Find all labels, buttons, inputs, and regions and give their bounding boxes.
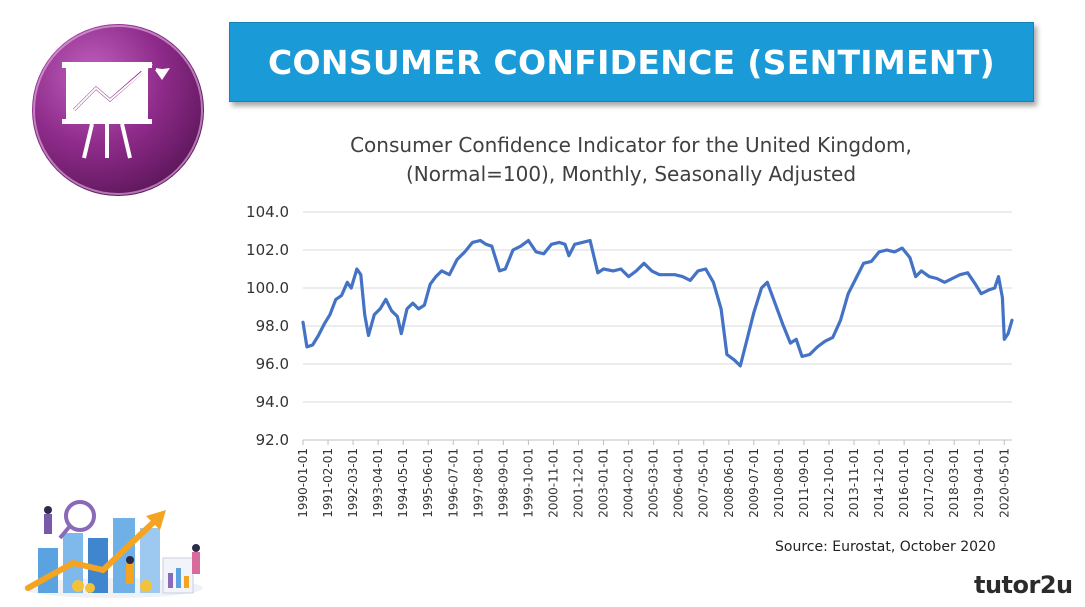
y-tick-label: 98.0 [256,317,289,335]
x-tick-label: 2016-01-01 [897,448,911,518]
x-tick-label: 1992-03-01 [346,448,360,518]
x-tick-label: 2008-06-01 [722,448,736,518]
banner-title: CONSUMER CONFIDENCE (SENTIMENT) [268,42,995,82]
x-tick-label: 1997-08-01 [471,448,485,518]
line-chart: 92.0 94.0 96.0 98.0 100.0 102.0 104.0 1990-01-… [246,203,1014,518]
x-tick-label: 1998-09-01 [496,448,510,518]
x-tick-label: 2018-03-01 [947,448,961,518]
x-tick-label: 2009-07-01 [747,448,761,518]
y-tick-label: 102.0 [246,241,289,259]
x-tick-label: 2012-10-01 [822,448,836,518]
x-tick-label: 2007-05-01 [697,448,711,518]
gridlines [303,211,1012,441]
x-tick-label: 2003-01-01 [597,448,611,518]
presentation-chart-icon [32,24,204,196]
x-tick-label: 2020-05-01 [997,448,1011,518]
y-tick-label: 94.0 [256,393,289,411]
source-note: Source: Eurostat, October 2020 [775,539,996,555]
x-tick-label: 1993-04-01 [371,448,385,518]
x-tick-label: 1995-06-01 [421,448,435,518]
x-tick-label: 2005-03-01 [647,448,661,518]
chart-title-line-1: Consumer Confidence Indicator for the Un… [350,133,912,157]
x-tick-label: 2014-12-01 [872,448,886,518]
x-tick-label: 2001-12-01 [572,448,586,518]
brand-logo: tutor2u [974,571,1073,599]
x-tick-label: 1994-05-01 [396,448,410,518]
chart-title: Consumer Confidence Indicator for the Un… [296,131,966,189]
y-axis-ticks: 92.0 94.0 96.0 98.0 100.0 102.0 104.0 [246,203,289,449]
x-tick-label: 2004-02-01 [622,448,636,518]
y-tick-label: 96.0 [256,355,289,373]
chart-title-line-2: (Normal=100), Monthly, Seasonally Adjust… [405,162,857,186]
title-banner: CONSUMER CONFIDENCE (SENTIMENT) [229,22,1034,102]
x-tick-label: 2013-11-01 [847,448,861,518]
y-tick-label: 100.0 [246,279,289,297]
x-axis-ticks: 1990-01-01 1991-02-01 1992-03-01 1993-04-01… [296,440,1011,518]
x-tick-label: 1991-02-01 [321,448,335,518]
x-tick-label: 1999-10-01 [521,448,535,518]
y-tick-label: 92.0 [256,431,289,449]
x-tick-label: 2000-11-01 [546,448,560,518]
x-tick-label: 2010-08-01 [772,448,786,518]
x-tick-label: 2011-09-01 [797,448,811,518]
series-line [301,238,1014,368]
x-tick-label: 2019-04-01 [972,448,986,518]
business-growth-illustration [23,500,203,598]
x-tick-label: 2006-04-01 [672,448,686,518]
x-tick-label: 1996-07-01 [446,448,460,518]
y-tick-label: 104.0 [246,203,289,221]
x-tick-label: 2017-02-01 [922,448,936,518]
x-tick-label: 1990-01-01 [296,448,310,518]
